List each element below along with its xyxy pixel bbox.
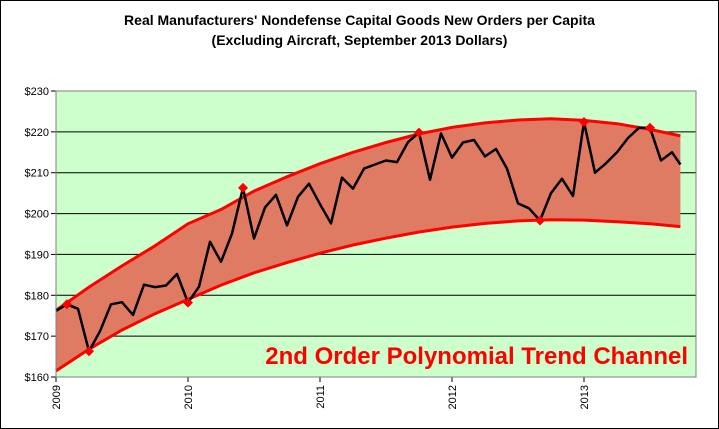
y-tick-label: $170 [25, 331, 49, 343]
highlight-marker [645, 122, 655, 133]
x-axis: 2009 2010 2011 2012 2013 [51, 377, 591, 409]
highlight-marker [579, 117, 589, 128]
y-tick-label: $230 [25, 86, 49, 98]
y-tick-label: $200 [25, 209, 49, 221]
x-tick-label: 2012 [447, 385, 459, 409]
y-tick-label: $160 [25, 372, 49, 384]
trend-channel-fill [56, 118, 681, 371]
trend-channel-upper-line [55, 117, 681, 312]
y-tick-label: $180 [25, 290, 49, 302]
channel-annotation: 2nd Order Polynomial Trend Channel [265, 343, 688, 370]
highlight-markers [61, 117, 655, 357]
highlight-marker [183, 297, 193, 308]
y-tick-label: $210 [25, 168, 49, 180]
highlight-marker [414, 127, 424, 138]
plot-border [55, 90, 697, 378]
y-tick-label: $190 [25, 249, 49, 261]
chart-subtitle: (Excluding Aircraft, September 2013 Doll… [211, 32, 508, 48]
series-line [55, 120, 682, 353]
y-axis: $160 $170 $180 $190 $200 $210 $220 $230 [25, 86, 56, 384]
x-tick-label: 2009 [51, 385, 63, 409]
y-tick-label: $220 [25, 127, 49, 139]
chart-title-block: Real Manufacturers' Nondefense Capital G… [0, 10, 719, 50]
x-tick-label: 2013 [579, 385, 591, 409]
x-tick-label: 2011 [315, 385, 327, 409]
highlight-marker [535, 215, 546, 226]
x-tick-label: 2010 [183, 385, 195, 409]
highlight-marker [84, 346, 94, 357]
highlight-marker [238, 182, 249, 193]
highlight-marker [61, 299, 72, 310]
chart-title: Real Manufacturers' Nondefense Capital G… [124, 12, 595, 28]
trend-channel-lower-line [55, 218, 681, 373]
